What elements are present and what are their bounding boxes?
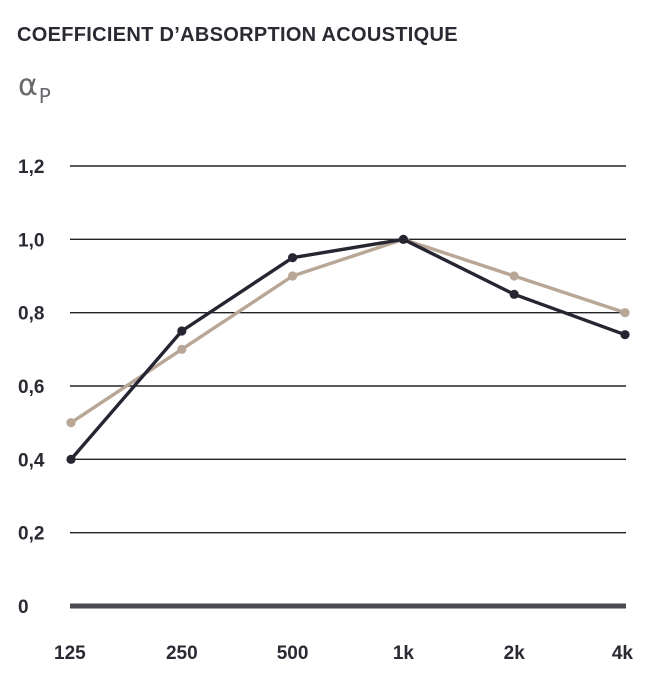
x-tick-label: 4k xyxy=(612,643,634,664)
y-tick-label: 1,2 xyxy=(18,157,44,178)
x-tick-label: 500 xyxy=(277,643,309,664)
chart-title: COEFFICIENT D’ABSORPTION ACOUSTIQUE xyxy=(17,24,458,46)
series-2 xyxy=(66,234,630,428)
data-point xyxy=(288,271,298,281)
data-point xyxy=(509,289,519,299)
y-tick-label: 0,8 xyxy=(18,304,44,325)
y-tick-label: 0,4 xyxy=(18,450,45,471)
y-axis-subscript: P xyxy=(38,84,51,108)
data-point xyxy=(398,234,408,244)
series-line xyxy=(69,237,627,425)
y-tick-label: 0,6 xyxy=(18,377,44,398)
series-1 xyxy=(66,234,630,464)
x-tick-label: 250 xyxy=(166,643,198,664)
y-tick-labels: 0 0,2 0,4 0,6 0,8 1,0 1,2 xyxy=(18,157,45,618)
x-tick-label: 125 xyxy=(54,643,86,664)
grid-layer xyxy=(70,165,626,609)
data-point xyxy=(177,326,187,336)
data-point xyxy=(66,454,76,464)
data-point xyxy=(620,330,630,340)
x-tick-labels: 125 250 500 1k 2k 4k xyxy=(54,643,633,664)
data-point xyxy=(288,253,298,263)
data-point xyxy=(509,271,519,281)
x-tick-label: 1k xyxy=(393,643,415,664)
data-point xyxy=(177,344,187,354)
data-point xyxy=(620,308,630,318)
y-axis-symbol: αP xyxy=(18,68,51,108)
series-layer xyxy=(66,234,630,464)
x-tick-label: 2k xyxy=(504,643,526,664)
y-axis-alpha: α xyxy=(18,68,38,103)
y-tick-label: 0 xyxy=(18,597,29,618)
y-tick-label: 1,0 xyxy=(18,230,44,251)
y-tick-label: 0,2 xyxy=(18,524,44,545)
data-point xyxy=(66,418,76,428)
series-line xyxy=(69,237,627,462)
